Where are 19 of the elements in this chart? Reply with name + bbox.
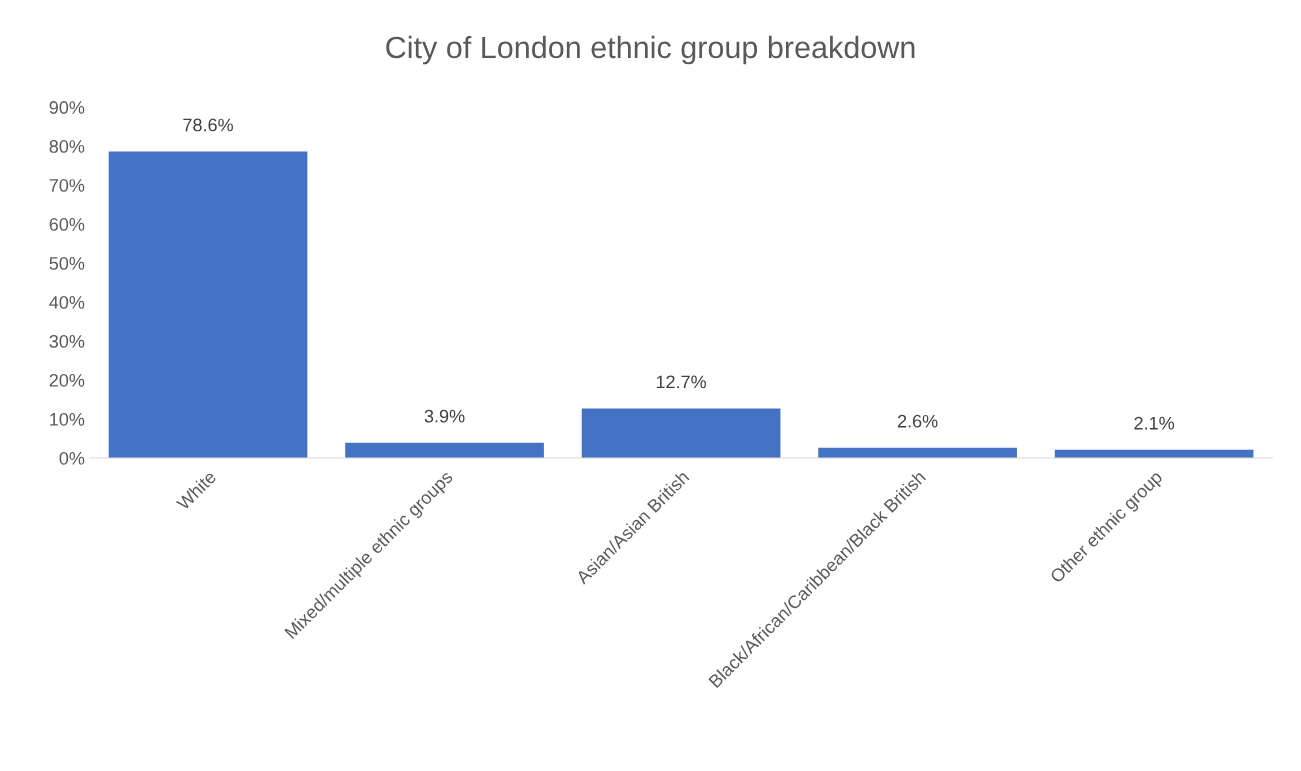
y-tick-label: 70% [49, 179, 85, 192]
bar [581, 408, 781, 458]
y-tick-label: 80% [49, 140, 85, 153]
bar [345, 442, 544, 458]
data-label: 3.9% [424, 409, 465, 423]
data-label: 2.6% [897, 414, 938, 428]
y-tick-label: 0% [59, 451, 85, 465]
y-tick-label: 90% [49, 101, 85, 114]
data-label: 12.7% [656, 375, 707, 389]
data-label: 2.1% [1134, 416, 1175, 430]
y-tick-label: 50% [49, 257, 85, 270]
y-tick-label: 30% [49, 334, 85, 348]
y-tick-label: 10% [50, 412, 85, 426]
chart-title: City of London ethnic group breakdown [386, 35, 915, 65]
data-label: 78.6% [183, 118, 233, 132]
y-tick-label: 60% [49, 218, 85, 231]
bar [108, 151, 308, 458]
y-tick-label: 40% [49, 296, 85, 309]
y-tick-label: 20% [49, 373, 85, 387]
